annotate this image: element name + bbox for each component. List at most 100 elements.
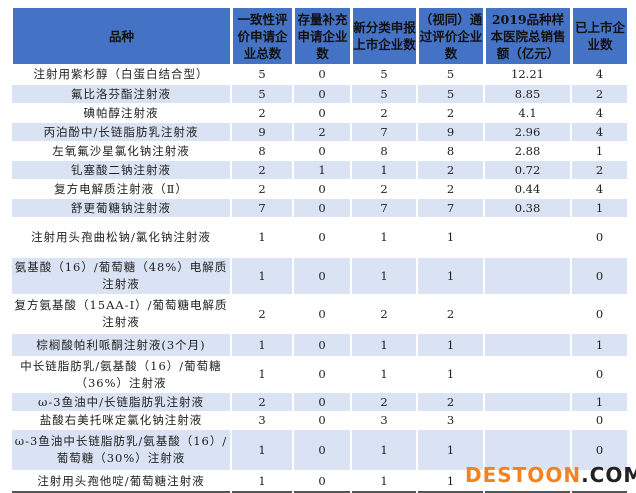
drug-name-cell: 碘帕醇注射液 bbox=[12, 103, 230, 122]
drug-table: 品种 一致性评价申请企业总数 存量补充申请企业数 新分类申报上市企业数 （视同）通过评价… bbox=[10, 8, 629, 493]
watermark-part1: DESTOON bbox=[465, 463, 582, 487]
value-cell: 1 bbox=[352, 429, 416, 470]
value-cell: 1 bbox=[352, 356, 416, 392]
value-cell: 0 bbox=[294, 294, 350, 333]
drug-name-cell: 左氧氟沙星氯化钠注射液 bbox=[12, 141, 230, 160]
table-row: 棕榈酸帕利哌酮注射液(3个月) 1 0 1 1 1 bbox=[12, 333, 627, 356]
value-cell: 0 bbox=[572, 356, 627, 392]
value-cell bbox=[485, 470, 570, 493]
table-row: 中长链脂肪乳/氨基酸（16）/葡萄糖（36%）注射液 1 0 1 1 0 bbox=[12, 356, 627, 392]
table-row: 注射用紫杉醇（白蛋白结合型） 5 0 5 5 12.21 4 bbox=[12, 64, 627, 84]
column-header: （视同）通过评价企业数 bbox=[418, 8, 483, 64]
value-cell: 1 bbox=[418, 429, 483, 470]
value-cell: 2 bbox=[352, 179, 416, 198]
drug-name-cell: 舒更葡糖钠注射液 bbox=[12, 198, 230, 217]
drug-name-cell: 棕榈酸帕利哌酮注射液(3个月) bbox=[12, 333, 230, 356]
value-cell: 7 bbox=[232, 198, 292, 217]
value-cell: 9 bbox=[418, 122, 483, 141]
value-cell: 1 bbox=[352, 257, 416, 294]
table-row: 复方电解质注射液（Ⅱ） 2 0 2 2 0.44 4 bbox=[12, 179, 627, 198]
drug-name-cell: 氟比洛芬酯注射液 bbox=[12, 84, 230, 103]
value-cell: 0 bbox=[294, 333, 350, 356]
value-cell: 1 bbox=[232, 257, 292, 294]
value-cell: 0 bbox=[294, 356, 350, 392]
value-cell: 2 bbox=[418, 103, 483, 122]
value-cell: 5 bbox=[418, 64, 483, 84]
drug-name-cell: ω-3鱼油中长链脂肪乳/氨基酸（16）/葡萄糖（30%）注射液 bbox=[12, 429, 230, 470]
value-cell: 7 bbox=[352, 122, 416, 141]
value-cell: 8.85 bbox=[485, 84, 570, 103]
value-cell: 0 bbox=[294, 84, 350, 103]
drug-name-cell: 中长链脂肪乳/氨基酸（16）/葡萄糖（36%）注射液 bbox=[12, 356, 230, 392]
drug-name-cell: ω-3鱼油中/长链脂肪乳注射液 bbox=[12, 392, 230, 411]
value-cell: 2 bbox=[572, 84, 627, 103]
value-cell: 2 bbox=[232, 294, 292, 333]
drug-name-cell: 复方电解质注射液（Ⅱ） bbox=[12, 179, 230, 198]
value-cell: 1 bbox=[418, 470, 483, 493]
value-cell: 4 bbox=[572, 64, 627, 84]
value-cell bbox=[485, 356, 570, 392]
value-cell: 0 bbox=[572, 429, 627, 470]
table-row: 钆塞酸二钠注射液 2 1 1 2 0.72 2 bbox=[12, 160, 627, 179]
value-cell: 12.21 bbox=[485, 64, 570, 84]
value-cell: 0 bbox=[294, 392, 350, 411]
value-cell: 0 bbox=[294, 470, 350, 493]
table-row: ω-3鱼油中/长链脂肪乳注射液 2 0 2 2 1 bbox=[12, 392, 627, 411]
value-cell: 2 bbox=[418, 392, 483, 411]
value-cell: 1 bbox=[352, 217, 416, 257]
value-cell: 2 bbox=[294, 122, 350, 141]
value-cell: 1 bbox=[572, 392, 627, 411]
value-cell: 1 bbox=[232, 356, 292, 392]
value-cell bbox=[572, 470, 627, 493]
header-row: 品种 一致性评价申请企业总数 存量补充申请企业数 新分类申报上市企业数 （视同）通过评价… bbox=[12, 8, 627, 64]
value-cell: 1 bbox=[352, 333, 416, 356]
value-cell: 1 bbox=[232, 333, 292, 356]
watermark-logo: DESTOON.COM bbox=[465, 463, 636, 487]
value-cell: 5 bbox=[352, 64, 416, 84]
value-cell: 2 bbox=[232, 179, 292, 198]
value-cell: 4.1 bbox=[485, 103, 570, 122]
column-header: 存量补充申请企业数 bbox=[294, 8, 350, 64]
drug-name-cell: 注射用头孢曲松钠/氯化钠注射液 bbox=[12, 217, 230, 257]
value-cell bbox=[485, 429, 570, 470]
column-header: 品种 bbox=[12, 8, 230, 64]
drug-name-cell: 盐酸右美托咪定氯化钠注射液 bbox=[12, 411, 230, 429]
value-cell: 5 bbox=[232, 64, 292, 84]
value-cell: 0.44 bbox=[485, 179, 570, 198]
value-cell: 0 bbox=[294, 429, 350, 470]
value-cell: 0 bbox=[572, 411, 627, 429]
value-cell: 9 bbox=[232, 122, 292, 141]
value-cell: 0 bbox=[572, 257, 627, 294]
value-cell bbox=[485, 217, 570, 257]
table-row: 盐酸右美托咪定氯化钠注射液 3 0 3 3 0 bbox=[12, 411, 627, 429]
value-cell: 0 bbox=[294, 64, 350, 84]
value-cell: 1 bbox=[352, 470, 416, 493]
value-cell: 4 bbox=[572, 103, 627, 122]
value-cell: 2 bbox=[232, 392, 292, 411]
value-cell bbox=[485, 257, 570, 294]
value-cell bbox=[485, 411, 570, 429]
table-row: 复方氨基酸（15AA-I）/葡萄糖电解质注射液 2 0 2 2 0 bbox=[12, 294, 627, 333]
value-cell: 2 bbox=[352, 103, 416, 122]
value-cell: 5 bbox=[418, 84, 483, 103]
table-row: 氟比洛芬酯注射液 5 0 5 5 8.85 2 bbox=[12, 84, 627, 103]
value-cell: 7 bbox=[418, 198, 483, 217]
table-row: 注射用头孢曲松钠/氯化钠注射液 1 0 1 1 0 bbox=[12, 217, 627, 257]
value-cell: 1 bbox=[294, 160, 350, 179]
value-cell: 0 bbox=[294, 257, 350, 294]
value-cell: 0.38 bbox=[485, 198, 570, 217]
value-cell: 1 bbox=[232, 470, 292, 493]
drug-name-cell: 注射用头孢他啶/葡萄糖注射液 bbox=[12, 470, 230, 493]
value-cell: 2 bbox=[418, 160, 483, 179]
table-row: 注射用头孢他啶/葡萄糖注射液 1 0 1 1 bbox=[12, 470, 627, 493]
value-cell: 1 bbox=[232, 429, 292, 470]
value-cell: 1 bbox=[418, 257, 483, 294]
drug-name-cell: 丙泊酚中/长链脂肪乳注射液 bbox=[12, 122, 230, 141]
table-row: ω-3鱼油中长链脂肪乳/氨基酸（16）/葡萄糖（30%）注射液 1 0 1 1 0 bbox=[12, 429, 627, 470]
drug-name-cell: 钆塞酸二钠注射液 bbox=[12, 160, 230, 179]
value-cell: 2 bbox=[232, 103, 292, 122]
value-cell: 4 bbox=[572, 122, 627, 141]
drug-name-cell: 复方氨基酸（15AA-I）/葡萄糖电解质注射液 bbox=[12, 294, 230, 333]
value-cell: 1 bbox=[418, 217, 483, 257]
table-row: 舒更葡糖钠注射液 7 0 7 7 0.38 1 bbox=[12, 198, 627, 217]
